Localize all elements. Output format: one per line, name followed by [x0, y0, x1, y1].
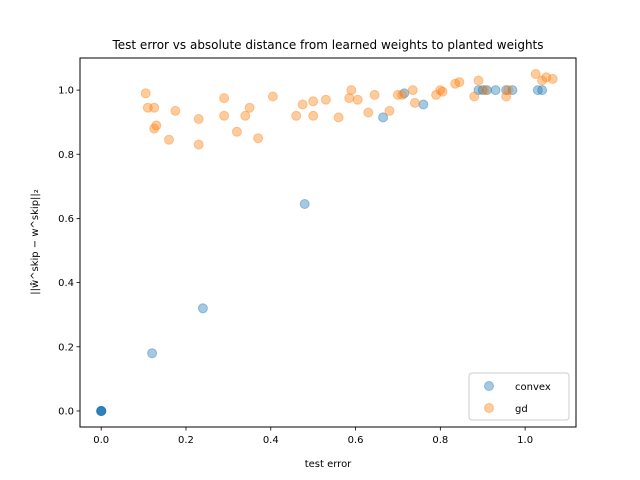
point-gd-13 — [244, 102, 255, 113]
point-convex-16 — [507, 85, 518, 96]
point-gd-32 — [431, 89, 442, 100]
point-gd-7 — [193, 114, 204, 124]
point-gd-1 — [142, 102, 153, 113]
point-gd-0 — [140, 88, 151, 99]
point-convex-5 — [147, 348, 158, 359]
point-gd-38 — [473, 75, 484, 86]
x-tick-label: 1.0 — [517, 435, 533, 446]
point-gd-45 — [547, 73, 558, 84]
point-gd-43 — [537, 75, 548, 86]
point-gd-44 — [541, 72, 552, 83]
point-convex-13 — [482, 85, 492, 96]
legend-marker-convex — [484, 381, 494, 391]
point-gd-34 — [437, 86, 448, 97]
point-gd-8 — [193, 139, 204, 150]
point-gd-27 — [384, 105, 395, 116]
legend-label-convex: convex — [515, 382, 551, 393]
point-convex-2 — [96, 406, 107, 416]
x-axis-label: test error — [305, 459, 352, 470]
point-convex-12 — [477, 85, 488, 96]
point-gd-23 — [346, 85, 357, 96]
point-gd-36 — [454, 77, 465, 88]
point-gd-14 — [253, 133, 264, 144]
point-gd-33 — [435, 85, 446, 96]
point-convex-15 — [501, 85, 512, 96]
point-gd-25 — [363, 107, 374, 118]
data-points — [96, 69, 558, 416]
point-gd-10 — [219, 110, 230, 121]
y-tick-label: 0.4 — [58, 278, 74, 289]
point-gd-5 — [164, 134, 174, 145]
legend-label-gd: gd — [515, 404, 528, 415]
point-gd-19 — [308, 110, 319, 121]
point-convex-8 — [378, 112, 389, 123]
point-gd-31 — [409, 97, 420, 108]
point-gd-12 — [240, 110, 251, 121]
x-tick-label: 0.0 — [93, 435, 109, 446]
point-gd-26 — [369, 89, 380, 100]
y-axis-label: ||ŵ^skip − w^skip||₂ — [29, 189, 41, 295]
y-tick-label: 0.8 — [58, 150, 74, 161]
point-gd-41 — [503, 85, 514, 96]
point-gd-16 — [291, 110, 302, 121]
point-gd-21 — [333, 112, 344, 123]
chart-title: Test error vs absolute distance from lea… — [111, 38, 543, 52]
y-tick-label: 1.0 — [58, 86, 74, 97]
legend-box — [468, 372, 570, 421]
legend-marker-gd — [484, 403, 494, 413]
point-gd-18 — [308, 96, 319, 107]
x-tick-label: 0.8 — [432, 435, 448, 446]
point-convex-9 — [399, 88, 410, 99]
point-gd-35 — [450, 78, 461, 89]
point-convex-6 — [197, 303, 208, 314]
x-tick-label: 0.2 — [178, 435, 194, 446]
point-gd-39 — [479, 85, 490, 96]
legend: convex gd — [468, 372, 570, 421]
point-gd-17 — [297, 99, 308, 110]
plot-frame — [79, 57, 577, 428]
point-convex-0 — [96, 406, 107, 416]
point-gd-40 — [501, 91, 512, 102]
point-gd-37 — [469, 91, 480, 102]
point-convex-10 — [418, 99, 429, 110]
point-convex-18 — [537, 85, 548, 96]
point-gd-11 — [231, 126, 242, 137]
x-tick-label: 0.4 — [263, 435, 279, 446]
point-gd-3 — [149, 123, 160, 134]
point-convex-11 — [473, 85, 484, 96]
point-gd-9 — [219, 93, 230, 104]
x-tick-label: 0.6 — [348, 435, 364, 446]
x-axis-ticks: 0.0 0.2 0.4 0.6 0.8 1.0 — [93, 427, 533, 446]
point-gd-20 — [320, 94, 331, 105]
y-axis-ticks: 0.0 0.2 0.4 0.6 0.8 1.0 — [58, 86, 80, 417]
point-convex-7 — [299, 199, 310, 209]
point-convex-1 — [96, 406, 107, 416]
point-gd-28 — [392, 89, 403, 100]
point-gd-24 — [352, 94, 363, 105]
point-gd-4 — [151, 120, 162, 131]
point-gd-6 — [170, 105, 181, 116]
y-tick-label: 0.0 — [58, 406, 74, 417]
point-convex-4 — [96, 406, 107, 416]
y-tick-label: 0.2 — [58, 342, 74, 353]
point-convex-3 — [96, 406, 107, 416]
point-gd-42 — [530, 69, 541, 79]
y-tick-label: 0.6 — [58, 214, 74, 225]
point-convex-14 — [490, 85, 501, 96]
point-convex-17 — [532, 85, 543, 96]
point-gd-29 — [397, 89, 408, 100]
point-gd-22 — [344, 93, 355, 104]
point-gd-15 — [267, 91, 278, 102]
point-gd-2 — [149, 102, 160, 113]
point-gd-30 — [407, 85, 418, 96]
